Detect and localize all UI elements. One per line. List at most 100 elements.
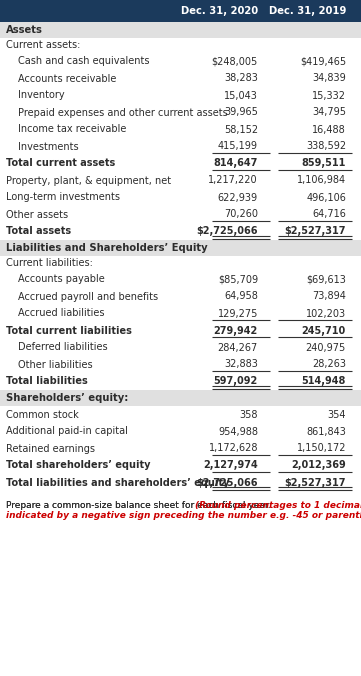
Text: Total liabilities and shareholders’ equity: Total liabilities and shareholders’ equi… [6,477,229,487]
Text: Assets: Assets [6,25,43,35]
Bar [0,406,361,423]
Text: 58,152: 58,152 [224,124,258,135]
Text: 338,592: 338,592 [306,141,346,151]
Text: $2,725,066: $2,725,066 [196,226,258,237]
Text: Dec. 31, 2020: Dec. 31, 2020 [181,6,258,16]
Text: 2,012,369: 2,012,369 [291,460,346,470]
Text: Other liabilities: Other liabilities [18,360,93,370]
Text: 1,106,984: 1,106,984 [297,176,346,185]
Text: 1,172,628: 1,172,628 [209,443,258,454]
Bar [0,87,361,104]
Text: Deferred liabilities: Deferred liabilities [18,343,108,352]
Text: Property, plant, & equipment, net: Property, plant, & equipment, net [6,176,171,185]
Text: Accrued liabilities: Accrued liabilities [18,308,104,318]
Text: 245,710: 245,710 [302,326,346,335]
Text: 15,332: 15,332 [312,91,346,101]
Text: 859,511: 859,511 [302,158,346,168]
Text: 129,275: 129,275 [218,308,258,318]
Bar [0,172,361,189]
Text: 73,894: 73,894 [312,291,346,301]
Bar [0,373,361,390]
Text: 1,150,172: 1,150,172 [296,443,346,454]
Bar [0,223,361,240]
Text: 34,839: 34,839 [312,74,346,84]
Text: Total shareholders’ equity: Total shareholders’ equity [6,460,151,470]
Bar [0,189,361,206]
Text: 70,260: 70,260 [224,210,258,220]
Text: 28,263: 28,263 [312,360,346,370]
Bar [0,38,361,53]
Text: Cash and cash equivalents: Cash and cash equivalents [18,57,149,66]
Text: Total assets: Total assets [6,226,71,237]
Text: 415,199: 415,199 [218,141,258,151]
Text: Accounts receivable: Accounts receivable [18,74,116,84]
Text: Other assets: Other assets [6,210,68,220]
Bar [0,240,361,256]
Bar [0,440,361,457]
Text: 284,267: 284,267 [218,343,258,352]
Bar [0,474,361,491]
Bar [0,305,361,322]
Text: $69,613: $69,613 [306,274,346,285]
Text: 2,127,974: 2,127,974 [203,460,258,470]
Text: Current liabilities:: Current liabilities: [6,258,93,268]
Text: Prepaid expenses and other current assets: Prepaid expenses and other current asset… [18,107,228,118]
Bar [0,356,361,373]
Text: 34,795: 34,795 [312,107,346,118]
Text: Liabilities and Shareholders’ Equity: Liabilities and Shareholders’ Equity [6,243,208,253]
Text: (Round percentages to 1 decimal place,: (Round percentages to 1 decimal place, [195,501,361,510]
Text: 814,647: 814,647 [214,158,258,168]
Bar [0,0,361,22]
Text: 1,217,220: 1,217,220 [208,176,258,185]
Text: 64,958: 64,958 [224,291,258,301]
Bar [0,256,361,271]
Text: $2,725,066: $2,725,066 [196,477,258,487]
Text: 358: 358 [239,410,258,420]
Bar [0,390,361,406]
Text: 354: 354 [327,410,346,420]
Text: Shareholders’ equity:: Shareholders’ equity: [6,393,129,403]
Text: Income tax receivable: Income tax receivable [18,124,126,135]
Text: Accounts payable: Accounts payable [18,274,105,285]
Text: 102,203: 102,203 [306,308,346,318]
Bar [0,322,361,339]
Text: 597,092: 597,092 [214,377,258,387]
Text: indicated by a negative sign preceding the number e.g. -45 or parentheses e.g. (: indicated by a negative sign preceding t… [6,511,361,520]
Text: 240,975: 240,975 [306,343,346,352]
Text: Prepare a common-size balance sheet for each fiscal year.: Prepare a common-size balance sheet for … [6,501,274,510]
Text: 16,488: 16,488 [312,124,346,135]
Text: Prepare a common-size balance sheet for each fiscal year.: Prepare a common-size balance sheet for … [6,501,274,510]
Text: $248,005: $248,005 [212,57,258,66]
Bar [0,22,361,38]
Text: Total liabilities: Total liabilities [6,377,88,387]
Text: 38,283: 38,283 [224,74,258,84]
Bar [0,138,361,155]
Text: 861,843: 861,843 [306,427,346,437]
Bar [0,53,361,70]
Bar [0,271,361,288]
Text: Investments: Investments [18,141,79,151]
Text: 39,965: 39,965 [224,107,258,118]
Text: Accrued payroll and benefits: Accrued payroll and benefits [18,291,158,301]
Text: 622,939: 622,939 [218,193,258,203]
Bar [0,155,361,172]
Text: 279,942: 279,942 [214,326,258,335]
Bar [0,423,361,440]
Text: 64,716: 64,716 [312,210,346,220]
Bar [0,339,361,356]
Text: $419,465: $419,465 [300,57,346,66]
Text: $2,527,317: $2,527,317 [284,226,346,237]
Text: Retained earnings: Retained earnings [6,443,95,454]
Text: $85,709: $85,709 [218,274,258,285]
Bar [0,288,361,305]
Text: Inventory: Inventory [18,91,65,101]
Text: Dec. 31, 2019: Dec. 31, 2019 [269,6,346,16]
Text: Long-term investments: Long-term investments [6,193,120,203]
Text: Additional paid-in capital: Additional paid-in capital [6,427,128,437]
Bar [0,121,361,138]
Bar [0,457,361,474]
Text: 954,988: 954,988 [218,427,258,437]
Text: 514,948: 514,948 [302,377,346,387]
Text: Total current assets: Total current assets [6,158,115,168]
Bar [0,104,361,121]
